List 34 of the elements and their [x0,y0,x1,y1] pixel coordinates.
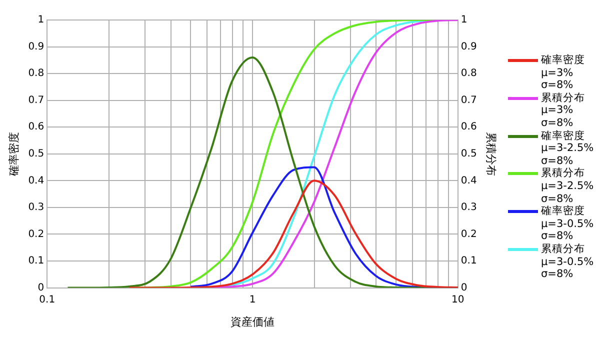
x-axis-title: 資産価値 [230,315,274,328]
y-tick-label: 0.7 [28,94,44,106]
y2-tick-label: 0.7 [460,94,477,106]
x-tick-label: 10 [452,294,464,306]
y2-tick-label: 0.5 [460,148,477,160]
y-tick-label: 0.6 [28,122,44,133]
y2-tick-label: 0.3 [460,202,477,214]
y2-tick-label: 0.8 [460,68,477,80]
legend-label: 確率密度 μ=3-0.5% σ=8% [541,205,594,243]
y2-tick-label: 0.4 [460,175,477,186]
y-tick-label: 0.5 [28,148,44,160]
y-axis-title: 確率密度 [7,132,20,177]
y2-tick-label: 0 [460,282,468,294]
y2-tick-label: 0.2 [460,228,477,240]
y2-tick-label: 0.1 [460,256,477,267]
y-tick-label: 0.4 [28,175,44,186]
y-tick-label: 0.1 [28,256,44,267]
y-tick-label: 0.8 [28,68,44,80]
y-tick-label: 0.2 [28,228,44,240]
legend-label: 累積分布 μ=3% σ=8% [541,92,585,130]
legend-label: 確率密度 μ=3% σ=8% [541,54,585,92]
y-tick-label: 0.3 [28,202,44,214]
y2-axis-title: 累積分布 [484,132,498,176]
legend-label: 累積分布 μ=3-2.5% σ=8% [541,167,594,205]
legend-label: 累積分布 μ=3-0.5% σ=8% [541,242,594,281]
line-series [128,180,458,288]
legend-label: 確率密度 μ=3-2.5% σ=8% [541,130,594,168]
x-tick-label: 1 [249,294,256,306]
y2-tick-label: 1 [460,14,468,26]
y-tick-label: 1 [38,14,44,26]
y-tick-label: 0 [38,282,44,294]
y-tick-label: 0.9 [28,41,44,52]
y2-tick-label: 0.9 [460,41,477,52]
y2-tick-label: 0.6 [460,122,477,133]
